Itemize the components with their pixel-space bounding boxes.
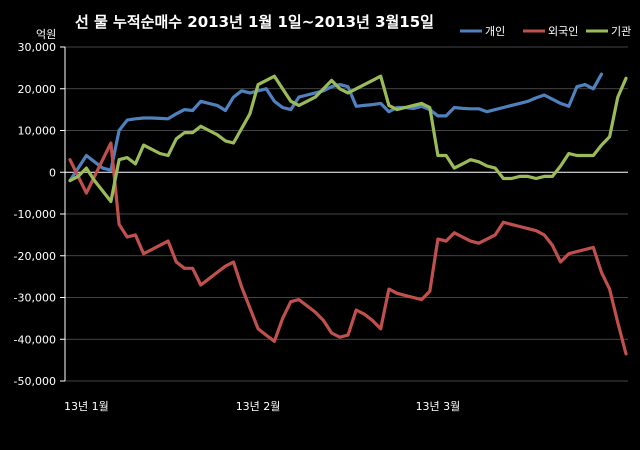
y-tick-label: -30,000 [14, 292, 56, 305]
x-tick-label: 13년 1월 [64, 400, 109, 413]
legend-label: 개인 [485, 25, 505, 38]
x-tick-labels: 13년 1월 13년 2월 13년 3월 [64, 400, 460, 413]
y-tick-label: -10,000 [14, 208, 56, 221]
y-tick-label: -50,000 [14, 375, 56, 388]
gridlines [65, 46, 628, 382]
y-tick-label: 20,000 [18, 83, 57, 96]
legend: 개인 외국인 기관 [460, 25, 631, 38]
y-tick-label: 0 [49, 166, 56, 179]
series-line-기관 [68, 74, 628, 204]
x-tick-label: 13년 3월 [416, 400, 461, 413]
series-lines [68, 72, 628, 356]
y-tick-labels: 30,000 20,000 10,000 0 -10,000 -20,000 -30,000… [14, 41, 56, 388]
unit-label: 억원 [36, 28, 56, 41]
y-tick-label: 10,000 [18, 125, 57, 138]
y-tick-label: -40,000 [14, 333, 56, 346]
y-tick-label: 30,000 [18, 41, 57, 54]
legend-label: 기관 [611, 25, 631, 38]
y-tick-label: -20,000 [14, 250, 56, 263]
axes [60, 46, 66, 382]
x-tick-label: 13년 2월 [236, 400, 281, 413]
chart-title: 선 물 누적순매수 2013년 1월 1일~2013년 3월15일 [75, 13, 434, 31]
series-line-외국인 [68, 141, 628, 356]
legend-label: 외국인 [548, 25, 578, 38]
